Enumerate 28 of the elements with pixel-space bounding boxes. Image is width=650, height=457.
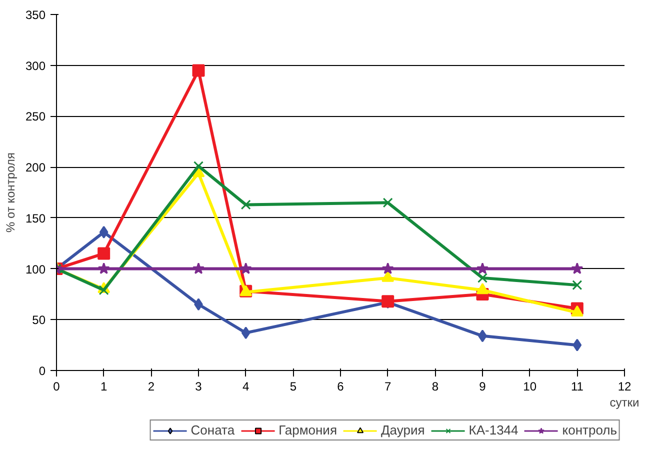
y-tick-label: 300 xyxy=(25,58,46,73)
y-tick-label: 350 xyxy=(25,8,46,22)
x-tick-label: 7 xyxy=(384,380,392,394)
y-tick-label: 0 xyxy=(38,364,46,378)
y-tick-label: 50 xyxy=(32,313,46,328)
y-axis-title: % от контроля xyxy=(3,152,18,233)
x-tick-label: 9 xyxy=(479,380,486,394)
legend-label: Гармония xyxy=(278,422,337,438)
x-tick-label: 10 xyxy=(523,380,537,394)
x-tick-label: 5 xyxy=(290,380,297,394)
x-tick-label: 6 xyxy=(337,380,344,394)
x-tick-label: 2 xyxy=(148,380,155,394)
legend-label: Даурия xyxy=(380,422,425,438)
y-tick-label: 200 xyxy=(25,160,46,175)
x-tick-label: 0 xyxy=(53,380,60,394)
x-tick-label: 3 xyxy=(195,380,202,394)
legend-label: контроль xyxy=(562,422,617,438)
legend-label: КА-1344 xyxy=(468,422,518,438)
x-tick-label: 1 xyxy=(100,380,108,394)
legend-label: Соната xyxy=(190,422,235,438)
x-tick-label: 4 xyxy=(242,380,250,394)
x-axis-title: сутки xyxy=(610,396,640,410)
y-tick-label: 100 xyxy=(25,262,46,276)
x-tick-label: 11 xyxy=(570,380,584,394)
y-tick-label: 250 xyxy=(25,110,46,124)
x-tick-label: 8 xyxy=(432,380,439,394)
x-tick-label: 12 xyxy=(618,380,632,394)
y-tick-label: 150 xyxy=(25,211,46,226)
